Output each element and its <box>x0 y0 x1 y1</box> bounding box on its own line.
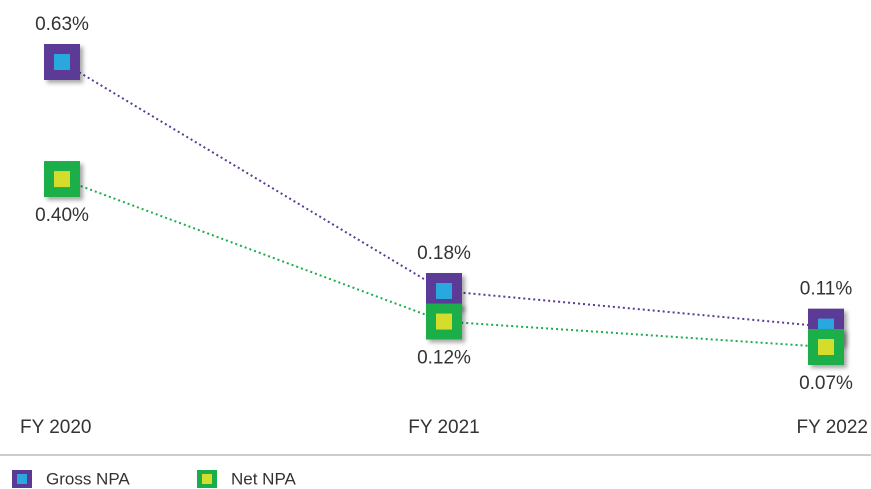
data-label: 0.07% <box>799 373 853 394</box>
marker-inner <box>818 339 834 355</box>
data-label: 0.18% <box>417 243 471 264</box>
legend-swatch-inner <box>202 474 212 484</box>
x-tick-label: FY 2021 <box>408 417 479 438</box>
data-label: 0.40% <box>35 205 89 226</box>
marker-inner <box>436 313 452 330</box>
legend-label: Net NPA <box>231 469 297 488</box>
marker-inner <box>54 54 70 70</box>
series-line <box>61 178 827 348</box>
x-tick-label: FY 2020 <box>20 417 91 438</box>
marker-inner <box>436 283 452 300</box>
data-label: 0.12% <box>417 348 471 369</box>
x-tick-label: FY 2022 <box>797 417 868 438</box>
data-label: 0.63% <box>35 14 89 35</box>
data-label: 0.11% <box>800 279 853 300</box>
legend-label: Gross NPA <box>46 469 130 488</box>
legend-swatch-inner <box>17 474 27 484</box>
marker-inner <box>54 171 70 188</box>
